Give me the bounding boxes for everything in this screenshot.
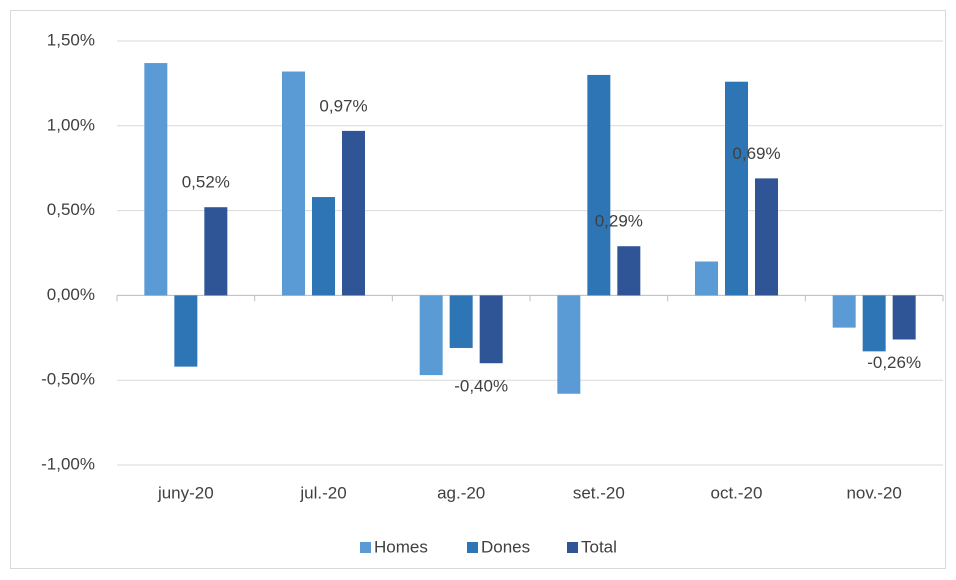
bar xyxy=(862,295,886,352)
data-label: 0,29% xyxy=(595,212,643,231)
bar xyxy=(312,197,335,296)
legend-swatch xyxy=(467,542,478,553)
y-tick-label: 1,00% xyxy=(47,115,95,134)
bar xyxy=(725,81,748,296)
legend-swatch xyxy=(360,542,371,553)
y-tick-label: -0,50% xyxy=(41,370,95,389)
x-tick-label: set.-20 xyxy=(573,483,625,502)
bar xyxy=(174,295,198,367)
bar xyxy=(557,295,581,394)
legend-label: Dones xyxy=(481,537,530,556)
bar xyxy=(892,295,916,340)
y-tick-label: 0,50% xyxy=(47,200,95,219)
data-label: 0,97% xyxy=(319,96,367,115)
y-tick-label: 0,00% xyxy=(47,285,95,304)
bar xyxy=(144,63,168,296)
data-label: 0,69% xyxy=(732,144,780,163)
bar xyxy=(479,295,503,364)
x-tick-label: juny-20 xyxy=(157,483,214,502)
bar xyxy=(832,295,856,328)
data-label: 0,52% xyxy=(182,173,230,192)
legend-label: Homes xyxy=(374,537,428,556)
x-tick-label: oct.-20 xyxy=(711,483,763,502)
y-tick-label: -1,00% xyxy=(41,454,95,473)
legend-label: Total xyxy=(581,537,617,556)
y-tick-label: 1,50% xyxy=(47,30,95,49)
bar xyxy=(204,207,228,296)
bar xyxy=(695,261,718,296)
bar xyxy=(587,74,611,296)
legend-swatch xyxy=(567,542,578,553)
x-tick-label: nov.-20 xyxy=(846,483,901,502)
data-label: -0,26% xyxy=(867,353,921,372)
x-tick-label: jul.-20 xyxy=(299,483,346,502)
bar xyxy=(755,178,778,296)
bar xyxy=(342,130,365,296)
data-label: -0,40% xyxy=(454,377,508,396)
x-tick-label: ag.-20 xyxy=(437,483,485,502)
bar xyxy=(419,295,443,376)
bar xyxy=(449,295,473,348)
bar xyxy=(282,71,305,296)
bar xyxy=(617,246,641,296)
